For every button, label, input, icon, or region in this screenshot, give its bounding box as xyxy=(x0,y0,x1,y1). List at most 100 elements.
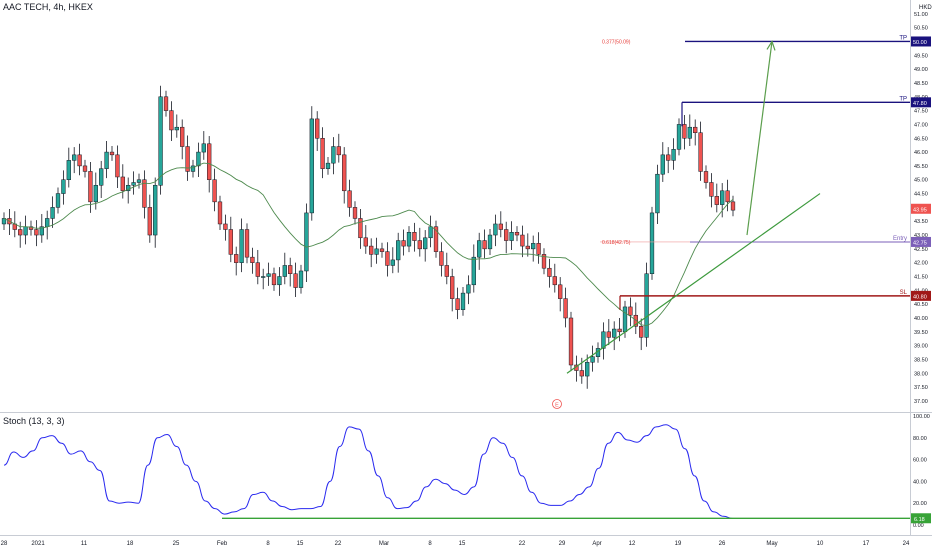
price-tick-label: 44.50 xyxy=(914,192,928,198)
level-price-tag xyxy=(911,236,931,247)
level-price-tag xyxy=(911,36,931,47)
candle-up xyxy=(304,212,309,272)
level-price-tag xyxy=(911,97,931,108)
candle-down xyxy=(536,243,541,255)
stoch-title: Stoch (13, 3, 3) xyxy=(3,416,65,426)
candle-up xyxy=(282,265,287,277)
candle-up xyxy=(23,226,28,236)
candle-down xyxy=(115,154,120,178)
last-price-label: 43.95 xyxy=(913,207,927,213)
candle-down xyxy=(120,176,125,192)
candle-down xyxy=(552,276,557,286)
event-marker-letter: E xyxy=(555,403,559,409)
price-tick-label: 37.00 xyxy=(914,399,928,405)
candle-down xyxy=(682,124,687,139)
candle-up xyxy=(325,162,331,169)
level-price-tag xyxy=(911,290,931,301)
fib-label-top: 0.377(50.09) xyxy=(602,39,631,45)
price-tick-label: 39.50 xyxy=(914,330,928,336)
candle-down xyxy=(606,331,611,338)
candle-down xyxy=(563,298,568,319)
candle-up xyxy=(331,146,336,164)
candle-up xyxy=(493,223,498,236)
stoch-value-tag xyxy=(911,513,931,524)
candle-up xyxy=(396,240,401,261)
price-tick-label: 41.50 xyxy=(914,275,928,281)
price-tick-label: 50.50 xyxy=(914,26,928,32)
candle-down xyxy=(28,226,34,230)
candle-up xyxy=(136,179,142,183)
candle-down xyxy=(698,132,703,172)
candle-down xyxy=(18,229,23,236)
candle-down xyxy=(514,232,520,236)
candle-up xyxy=(649,212,655,274)
candle-up xyxy=(676,124,682,150)
candle-down xyxy=(180,126,185,147)
candle-down xyxy=(336,146,341,156)
candle-down xyxy=(714,196,719,205)
stoch-value-label: 6.18 xyxy=(914,517,925,523)
candle-down xyxy=(433,226,439,252)
candle-up xyxy=(131,182,136,186)
price-tick-label: 38.00 xyxy=(914,371,928,377)
fib-label-entry: 0.618(42.75) xyxy=(602,240,631,246)
candle-down xyxy=(482,240,487,250)
level-label-entry: Entry xyxy=(893,236,907,242)
candle-down xyxy=(207,143,212,180)
candle-down xyxy=(709,182,714,197)
time-tick-label: 15 xyxy=(297,541,304,547)
candle-up xyxy=(93,185,98,203)
time-tick-label: 22 xyxy=(519,541,526,547)
candle-down xyxy=(412,232,417,241)
candle-down xyxy=(730,201,736,211)
time-tick-label: 29 xyxy=(559,541,566,547)
candle-up xyxy=(201,143,206,153)
candle-up xyxy=(45,218,50,227)
price-tick-label: 49.50 xyxy=(914,53,928,59)
price-tick-label: 42.00 xyxy=(914,261,928,267)
stochastic-line xyxy=(3,424,734,519)
stoch-tick-label: 100.00 xyxy=(913,414,930,420)
candle-down xyxy=(379,248,385,252)
stoch-tick-label: 20.00 xyxy=(913,501,927,507)
candle-down xyxy=(88,171,93,203)
candles-group xyxy=(1,85,736,389)
candle-down xyxy=(455,298,460,310)
time-tick-label: 26 xyxy=(719,541,726,547)
moving-average-line xyxy=(3,162,734,327)
candle-down xyxy=(525,245,530,250)
candle-down xyxy=(293,273,298,288)
candle-down xyxy=(315,118,320,139)
candle-up xyxy=(104,151,109,169)
candle-up xyxy=(153,185,158,236)
last-price-tag xyxy=(911,203,931,214)
candle-down xyxy=(703,171,709,183)
time-tick-label: 19 xyxy=(675,541,682,547)
candle-up xyxy=(55,193,61,208)
level-price-label: 47.80 xyxy=(913,101,927,107)
candle-down xyxy=(417,240,422,250)
candle-down xyxy=(639,326,644,338)
candle-up xyxy=(590,356,595,363)
price-tick-label: 40.50 xyxy=(914,302,928,308)
candle-down xyxy=(223,223,228,230)
candle-up xyxy=(266,273,271,277)
candle-down xyxy=(558,284,563,299)
level-label-sl: SL xyxy=(900,290,908,296)
candle-up xyxy=(126,185,131,192)
stoch-tick-label: 40.00 xyxy=(913,479,927,485)
price-tick-label: 46.00 xyxy=(914,150,928,156)
candle-down xyxy=(450,276,455,299)
candle-down xyxy=(498,223,503,230)
time-tick-label: Apr xyxy=(592,541,601,547)
candle-up xyxy=(277,276,282,286)
projection-arrow-shaft xyxy=(746,41,773,236)
time-tick-label: 22 xyxy=(335,541,342,547)
candle-down xyxy=(320,138,325,169)
candle-down xyxy=(255,262,260,277)
candle-down xyxy=(369,245,374,255)
candle-up xyxy=(509,232,514,241)
time-tick-label: 24 xyxy=(903,541,910,547)
candle-down xyxy=(633,314,638,327)
